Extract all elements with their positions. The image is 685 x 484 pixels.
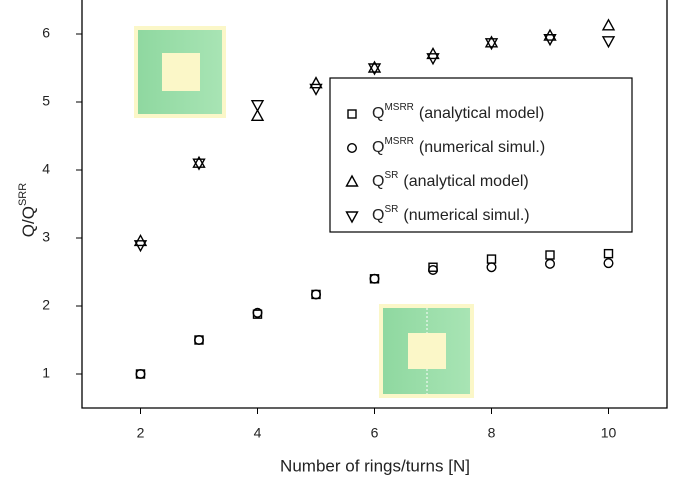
y-label-base: Q/Q xyxy=(19,206,38,237)
inset-bottom xyxy=(379,304,474,398)
legend-rest: (numerical simul.) xyxy=(403,207,529,224)
point xyxy=(429,266,438,275)
point xyxy=(136,370,145,379)
y-label-sup: SRR xyxy=(17,183,29,206)
point xyxy=(603,20,614,30)
point xyxy=(546,251,554,259)
point xyxy=(604,259,613,268)
point xyxy=(488,255,496,263)
legend-base: Q xyxy=(372,173,384,190)
legend-rest: (analytical model) xyxy=(419,105,544,122)
legend-rest: (analytical model) xyxy=(403,173,528,190)
y-axis-label: Q/QSRR xyxy=(17,183,39,237)
legend-base: Q xyxy=(372,139,384,156)
point xyxy=(487,263,496,272)
point xyxy=(603,37,614,47)
y-tick-label: 1 xyxy=(42,365,50,381)
x-tick-label: 4 xyxy=(254,425,262,441)
point xyxy=(312,290,321,299)
y-tick-label: 4 xyxy=(42,161,50,177)
x-tick-label: 6 xyxy=(371,425,379,441)
point xyxy=(195,336,204,345)
point xyxy=(370,275,379,284)
x-tick-label: 2 xyxy=(137,425,145,441)
legend-base: Q xyxy=(372,105,384,122)
y-tick-label: 6 xyxy=(42,25,50,41)
x-tick-label: 8 xyxy=(488,425,496,441)
y-tick-label: 3 xyxy=(42,229,50,245)
y-tick-label: 2 xyxy=(42,297,50,313)
chart: Number of rings/turns [N] Q/QSRR 2 4 6 8 10 1… xyxy=(0,0,685,484)
x-tick-label: 10 xyxy=(601,425,617,441)
legend-rest: (numerical simul.) xyxy=(419,139,545,156)
legend-sup: SR xyxy=(384,204,398,215)
point xyxy=(546,260,555,269)
y-tick-label: 5 xyxy=(42,93,50,109)
legend-sup: SR xyxy=(384,170,398,181)
point xyxy=(605,250,613,258)
legend-sup: MSRR xyxy=(384,136,413,147)
legend-base: Q xyxy=(372,207,384,224)
legend-sup: MSRR xyxy=(384,102,413,113)
x-axis-label: Number of rings/turns [N] xyxy=(280,456,470,475)
inset-top xyxy=(134,26,226,118)
